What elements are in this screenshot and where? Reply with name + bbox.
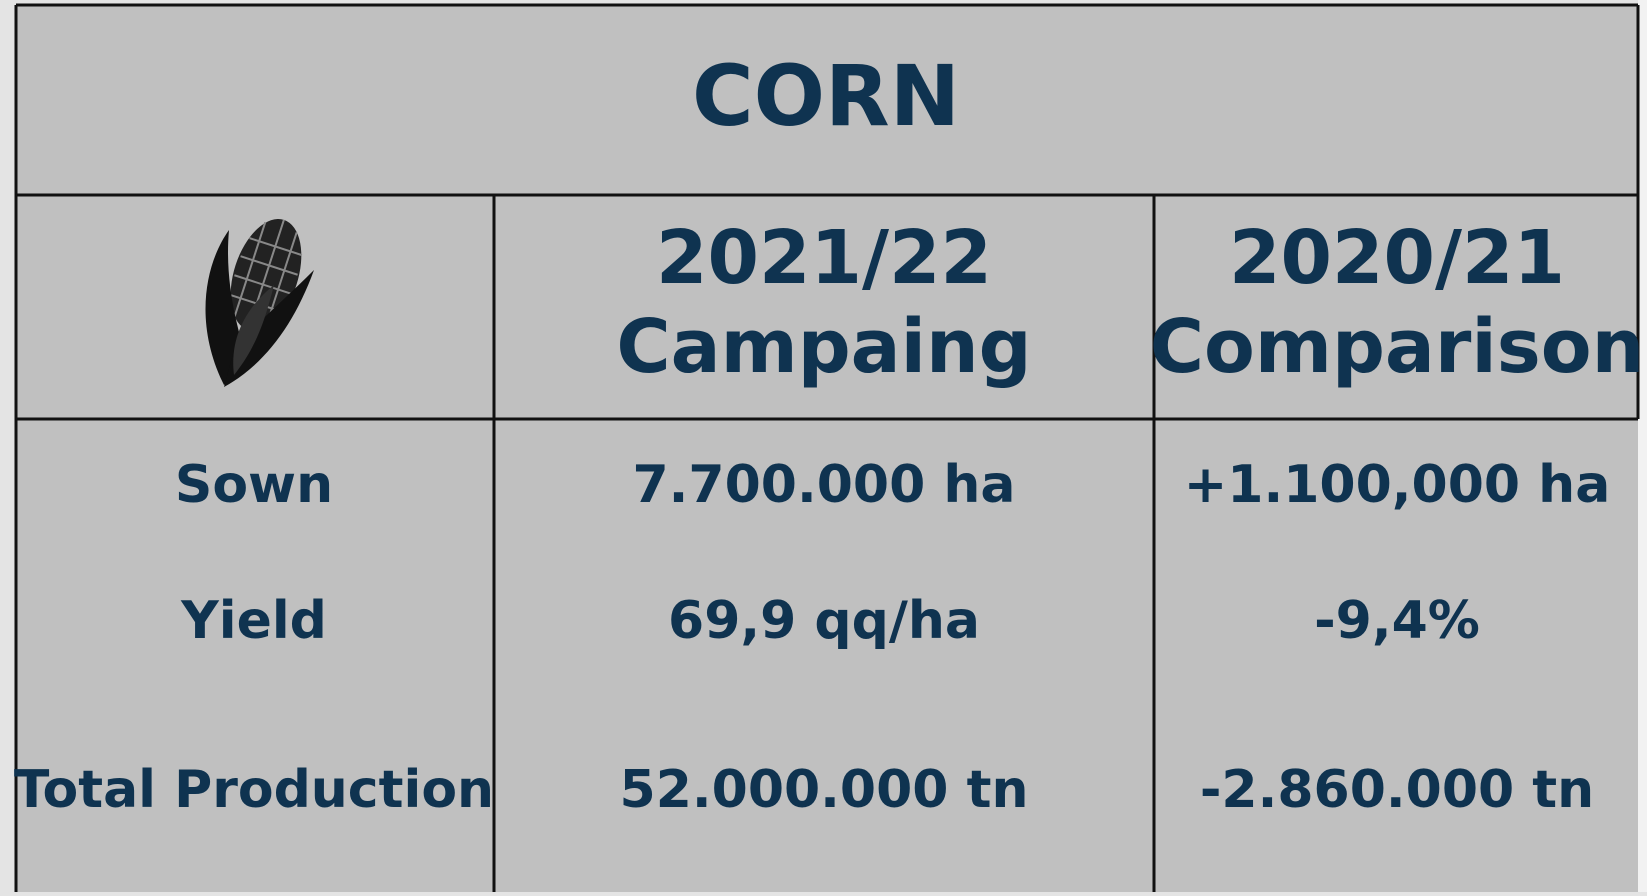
corn-icon [205,218,314,387]
row-label: Yield [180,591,327,651]
column-header: 2021/22 [656,215,992,301]
row-label: Total Production [14,760,494,820]
cell-value: -2.860.000 tn [1200,760,1594,820]
right-margin [1638,0,1647,892]
cell-value: 52.000.000 tn [620,760,1029,820]
cell-value: +1.100,000 ha [1184,455,1611,515]
table-background [16,5,1638,892]
table-title: CORN [692,47,960,145]
grid-lines [14,3,1640,892]
cell-value: -9,4% [1314,591,1480,651]
column-header: 2020/21 [1229,215,1565,301]
column-header: Campaing [616,304,1031,390]
row-label: Sown [175,455,333,515]
cell-value: 7.700.000 ha [633,455,1016,515]
cell-value: 69,9 qq/ha [668,591,980,651]
column-header: Comparison [1150,304,1645,390]
